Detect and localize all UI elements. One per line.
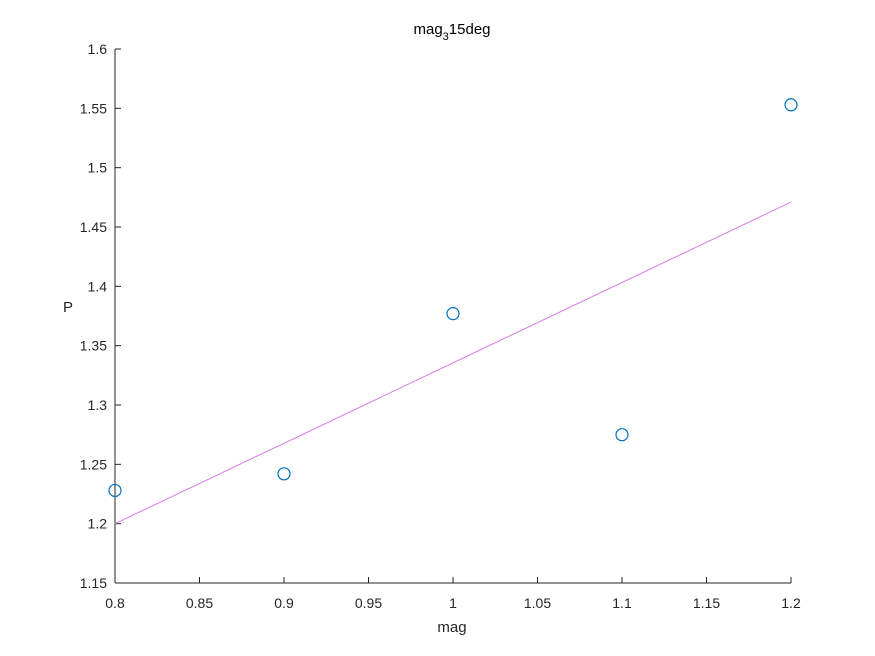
y-tick-label: 1.5 xyxy=(88,160,108,176)
y-tick-label: 1.35 xyxy=(80,338,107,354)
y-tick-label: 1.3 xyxy=(88,397,108,413)
y-tick-label: 1.25 xyxy=(80,456,107,472)
scatter-point xyxy=(446,307,460,321)
fit-line xyxy=(114,201,792,525)
x-tick-label: 1.1 xyxy=(612,595,632,611)
x-tick-label: 1.15 xyxy=(693,595,720,611)
y-tick-label: 1.15 xyxy=(80,575,107,591)
scatter-point xyxy=(615,428,629,442)
y-tick-label: 1.55 xyxy=(80,100,107,116)
x-tick-label: 1 xyxy=(449,595,457,611)
scatter-point xyxy=(784,98,798,112)
chart-title-subscript: 3 xyxy=(443,31,449,43)
series-layer xyxy=(108,98,798,525)
x-tick-label: 1.05 xyxy=(524,595,551,611)
x-tick-label: 0.95 xyxy=(355,595,382,611)
scatter-point xyxy=(108,483,122,498)
x-ticks: 0.8 0.85 0.9 0.95 1 1.05 1.1 1.15 1.2 xyxy=(105,577,801,611)
chart-title-base: mag xyxy=(413,21,442,38)
y-tick-label: 1.45 xyxy=(80,219,107,235)
y-tick-label: 1.4 xyxy=(88,278,108,294)
chart-title: mag315deg xyxy=(413,21,490,43)
scatter-point xyxy=(277,467,291,481)
y-axis-label: P xyxy=(63,299,73,316)
y-tick-label: 1.2 xyxy=(88,516,108,532)
y-ticks: 1.15 1.2 1.25 1.3 1.35 1.4 1.45 1.5 1.55 1.6 xyxy=(80,41,121,591)
x-tick-label: 1.2 xyxy=(781,595,801,611)
x-tick-label: 0.8 xyxy=(105,595,125,611)
y-tick-label: 1.6 xyxy=(88,41,108,57)
x-axis-label: mag xyxy=(437,619,466,636)
x-tick-label: 0.9 xyxy=(274,595,294,611)
chart-title-rest: 15deg xyxy=(449,21,491,38)
x-tick-label: 0.85 xyxy=(186,595,213,611)
